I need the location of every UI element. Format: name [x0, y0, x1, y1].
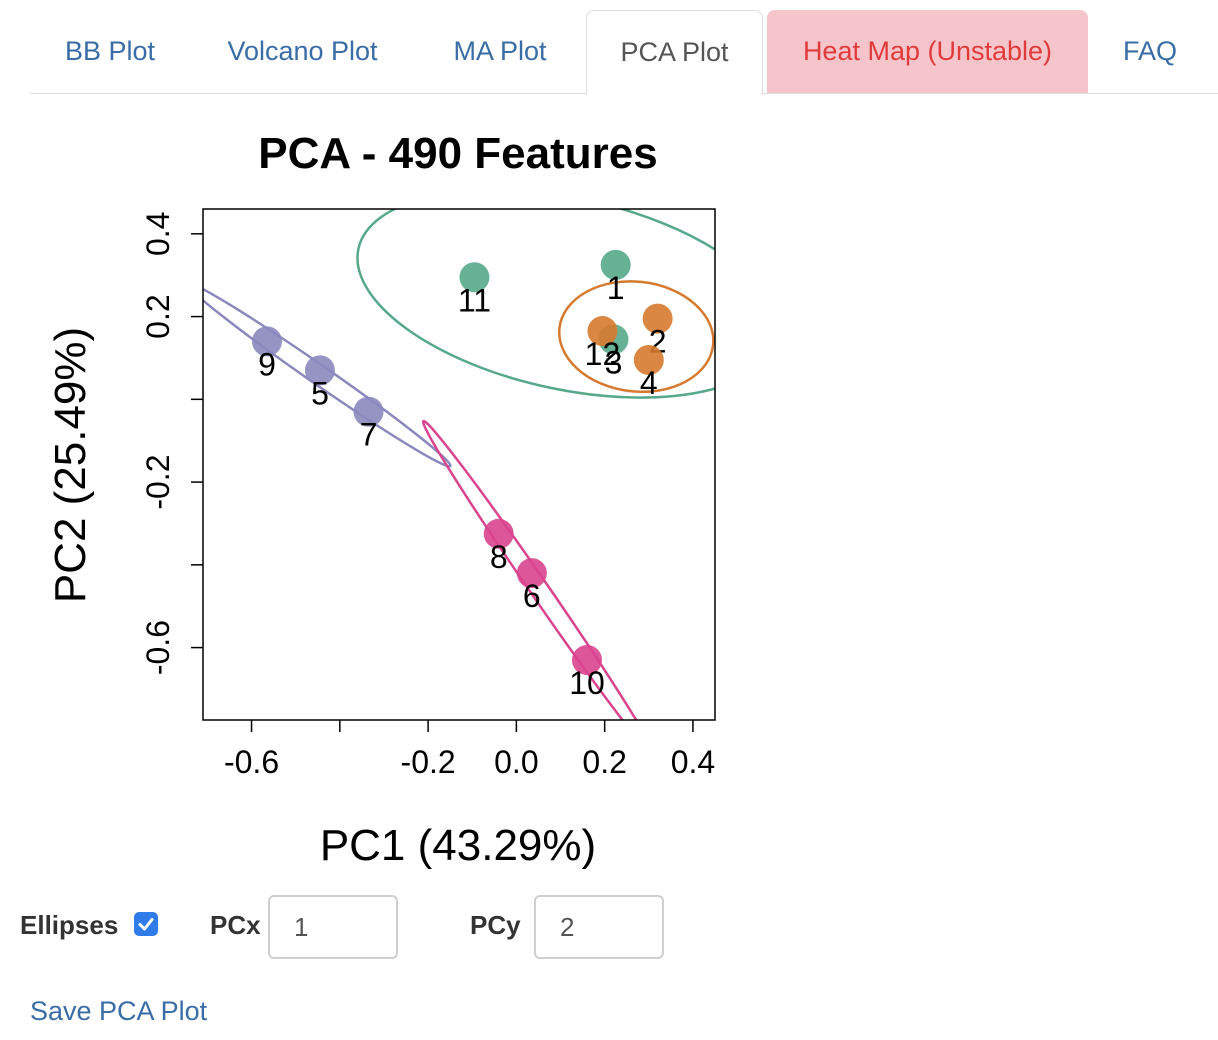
- point-5: [304, 355, 335, 386]
- pcx-label: PCx: [210, 910, 261, 940]
- ellipses-label: Ellipses: [20, 910, 119, 940]
- tab-pca-plot[interactable]: PCA Plot: [586, 10, 763, 95]
- ellipse-orange: [557, 280, 715, 394]
- point-10: [572, 645, 602, 676]
- point-label-10: 10: [569, 665, 605, 701]
- point-label-6: 6: [523, 578, 541, 614]
- pcy-label: PCy: [470, 910, 521, 940]
- y-tick-label: 0.2: [140, 294, 176, 338]
- plot-frame: [202, 208, 716, 721]
- point-label-4: 4: [640, 365, 658, 401]
- save-pca-plot-link[interactable]: Save PCA Plot: [30, 996, 208, 1026]
- point-label-3: 3: [605, 344, 623, 380]
- point-label-1: 1: [607, 270, 625, 306]
- tab-faq[interactable]: FAQ: [1122, 36, 1177, 66]
- y-axis-label: PC2 (25.49%): [46, 327, 95, 603]
- pcx-input[interactable]: 1: [268, 895, 398, 959]
- tab-heat-map[interactable]: Heat Map (Unstable): [767, 10, 1088, 93]
- y-tick-label: 0.4: [140, 212, 176, 256]
- tab-ma-plot[interactable]: MA Plot: [453, 36, 547, 66]
- x-tick-label: -0.6: [224, 744, 279, 780]
- point-7: [353, 396, 384, 427]
- x-tick-label: 0.2: [582, 744, 626, 780]
- ellipses-checkbox[interactable]: [134, 912, 158, 936]
- point-label-5: 5: [311, 375, 329, 411]
- point-6: [516, 558, 547, 589]
- point-1: [600, 249, 631, 280]
- tab-volcano-plot[interactable]: Volcano Plot: [227, 36, 378, 66]
- y-axis: 0.4 0.2 -0.2 -0.6: [140, 212, 203, 675]
- point-label-7: 7: [360, 417, 378, 453]
- check-icon: [138, 918, 154, 931]
- point-label-12: 12: [585, 336, 621, 372]
- ellipse-layer: [203, 209, 715, 720]
- point-label-8: 8: [490, 539, 508, 575]
- ellipse-green: [356, 209, 715, 399]
- point-2: [642, 303, 673, 334]
- ellipse-magenta: [421, 419, 657, 720]
- point-11: [459, 262, 490, 293]
- y-tick-label: -0.2: [140, 455, 176, 510]
- tab-bar: BB Plot Volcano Plot MA Plot PCA Plot He…: [30, 10, 1218, 95]
- point-12: [587, 316, 618, 347]
- x-tick-label: 0.4: [671, 744, 715, 780]
- point-label-11: 11: [458, 282, 491, 318]
- point-8: [483, 518, 514, 549]
- point-4: [633, 345, 664, 376]
- pcy-input[interactable]: 2: [534, 895, 664, 959]
- x-axis-label: PC1 (43.29%): [320, 821, 596, 870]
- x-axis: -0.6 -0.2 0.0 0.2 0.4: [224, 720, 715, 780]
- tab-bb-plot[interactable]: BB Plot: [64, 36, 156, 66]
- point-9: [252, 326, 282, 357]
- chart-title: PCA - 490 Features: [258, 129, 657, 178]
- x-tick-label: -0.2: [401, 744, 456, 780]
- y-tick-label: -0.6: [140, 620, 176, 675]
- x-tick-label: 0.0: [494, 744, 538, 780]
- point-label-9: 9: [258, 346, 276, 382]
